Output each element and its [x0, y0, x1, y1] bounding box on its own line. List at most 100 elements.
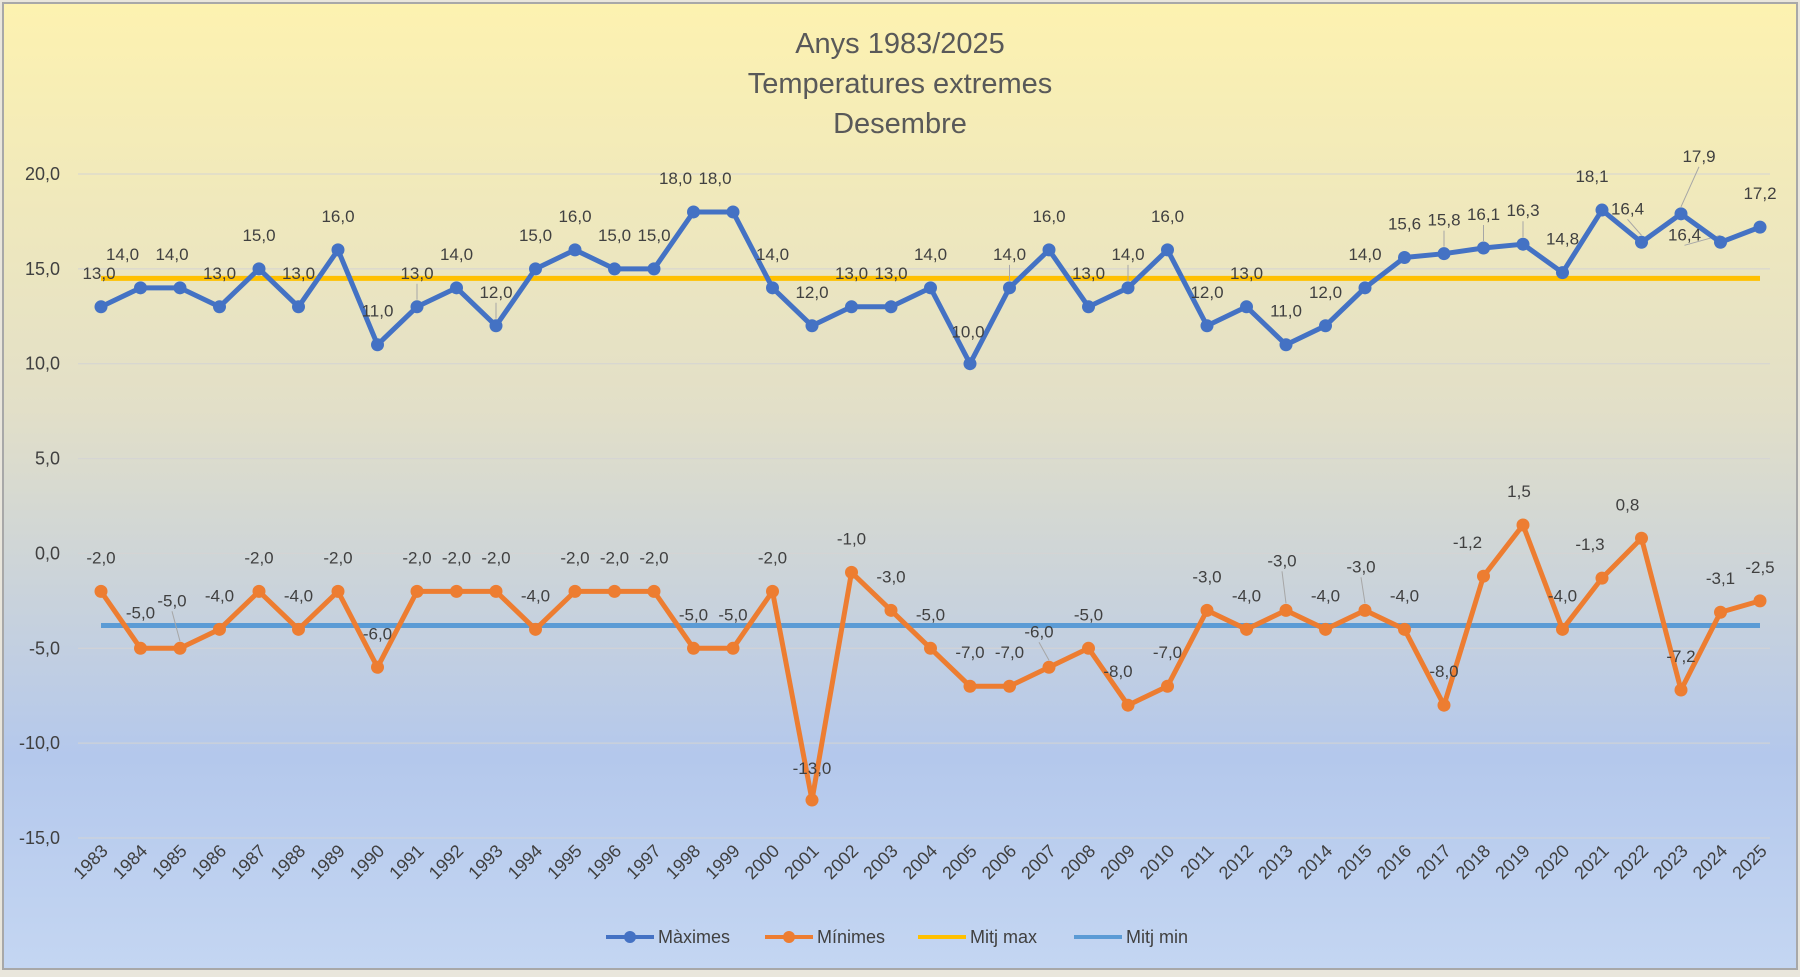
minimes-point	[450, 584, 463, 598]
minimes-point	[1437, 698, 1451, 712]
maximes-data-label: 13,0	[400, 264, 433, 283]
minimes-data-label: -5,0	[1074, 605, 1103, 624]
minimes-point	[331, 584, 345, 598]
minimes-point	[924, 641, 937, 655]
minimes-data-label: -3,1	[1706, 569, 1735, 588]
maximes-point	[410, 300, 424, 314]
maximes-data-label: 14,0	[106, 245, 139, 264]
maximes-point	[647, 262, 661, 276]
minimes-data-label: -3,0	[1267, 551, 1296, 570]
minimes-point	[213, 622, 226, 636]
minimes-data-label: -3,0	[876, 567, 905, 586]
minimes-point	[1516, 518, 1530, 532]
y-tick-label: 20,0	[25, 164, 60, 184]
maximes-data-label: 13,0	[835, 264, 868, 283]
minimes-data-label: -2,0	[560, 548, 589, 567]
minimes-data-label: -4,0	[1548, 586, 1577, 605]
y-tick-label: 10,0	[25, 354, 60, 374]
maximes-point	[1556, 266, 1569, 280]
minimes-point	[173, 641, 187, 655]
minimes-point	[647, 584, 661, 598]
maximes-data-label: 14,0	[993, 245, 1026, 264]
minimes-data-label: -8,0	[1103, 662, 1132, 681]
legend-label: Mitj max	[970, 927, 1037, 947]
minimes-data-label: -2,0	[600, 548, 629, 567]
maximes-point	[371, 338, 384, 352]
minimes-data-label: -1,3	[1575, 535, 1604, 554]
maximes-data-label: 18,0	[698, 169, 731, 188]
minimes-point	[1279, 603, 1293, 617]
minimes-point	[94, 584, 108, 598]
minimes-point	[963, 679, 977, 693]
maximes-point	[173, 281, 187, 295]
series-markers	[94, 203, 1767, 807]
minimes-point	[1358, 603, 1372, 617]
minimes-point	[1398, 622, 1411, 636]
legend-marker	[624, 931, 636, 943]
maximes-point	[1753, 220, 1767, 234]
minimes-point	[1161, 679, 1174, 693]
minimes-point	[252, 584, 266, 598]
minimes-point	[608, 584, 621, 598]
maximes-point	[845, 300, 858, 314]
maximes-data-label: 15,0	[637, 226, 670, 245]
maximes-point	[1516, 237, 1530, 251]
y-tick-label: 15,0	[25, 259, 60, 279]
minimes-data-label: -4,0	[284, 586, 313, 605]
minimes-data-label: -4,0	[1390, 586, 1419, 605]
maximes-data-label: 15,8	[1427, 211, 1460, 230]
y-tick-label: 0,0	[35, 543, 60, 563]
minimes-point	[1042, 660, 1056, 674]
minimes-point	[1240, 622, 1253, 636]
maximes-point	[1398, 250, 1411, 264]
maximes-point	[1121, 281, 1135, 295]
maximes-data-label: 18,1	[1575, 167, 1608, 186]
maximes-data-label: 16,1	[1467, 205, 1500, 224]
maximes-data-label: 11,0	[1270, 302, 1302, 321]
minimes-point	[1556, 622, 1569, 636]
minimes-data-label: -2,0	[244, 548, 273, 567]
minimes-point	[134, 641, 147, 655]
maximes-point	[1674, 207, 1688, 221]
maximes-point	[1042, 243, 1056, 257]
minimes-data-label: -7,2	[1666, 647, 1695, 666]
maximes-point	[489, 319, 503, 333]
maximes-data-label: 14,0	[914, 245, 947, 264]
maximes-point	[134, 281, 147, 295]
minimes-point	[805, 793, 819, 807]
minimes-data-label: -8,0	[1429, 662, 1458, 681]
maximes-point	[213, 300, 226, 314]
minimes-point	[568, 584, 582, 598]
y-tick-label: -5,0	[29, 638, 60, 658]
maximes-data-label: 14,0	[155, 245, 188, 264]
maximes-data-label: 14,0	[1111, 245, 1144, 264]
maximes-data-label: 16,4	[1611, 199, 1644, 218]
minimes-data-label: 0,8	[1616, 495, 1640, 514]
minimes-point	[1121, 698, 1135, 712]
label-leader-line	[1038, 642, 1050, 661]
maximes-data-label: 16,4	[1668, 225, 1701, 244]
maximes-point	[292, 300, 305, 314]
maximes-point	[805, 319, 819, 333]
maximes-point	[1240, 300, 1253, 314]
label-leader-line	[171, 611, 181, 642]
minimes-data-label: -2,0	[86, 548, 115, 567]
minimes-point	[1477, 569, 1490, 583]
maximes-data-label: 14,0	[756, 245, 789, 264]
maximes-point	[568, 243, 582, 257]
y-axis-labels: 20,0 15,0 10,0 5,0 0,0 -5,0 -10,0 -15,0	[19, 164, 60, 848]
maximes-data-label: 12,0	[1309, 283, 1342, 302]
chart-title-line-1: Anys 1983/2025	[795, 28, 1005, 60]
minimes-point	[1200, 603, 1214, 617]
minimes-point	[529, 622, 542, 636]
maximes-data-label: 16,0	[558, 207, 591, 226]
minimes-point	[1319, 622, 1332, 636]
minimes-point	[766, 584, 779, 598]
minimes-data-label: -4,0	[205, 586, 234, 605]
maximes-point	[1477, 241, 1490, 255]
maximes-point	[1279, 338, 1293, 352]
data-labels: 13,014,0 14,013,015,013,016,011,013,014,0…	[82, 147, 1776, 778]
minimes-data-label: -4,0	[1311, 586, 1340, 605]
